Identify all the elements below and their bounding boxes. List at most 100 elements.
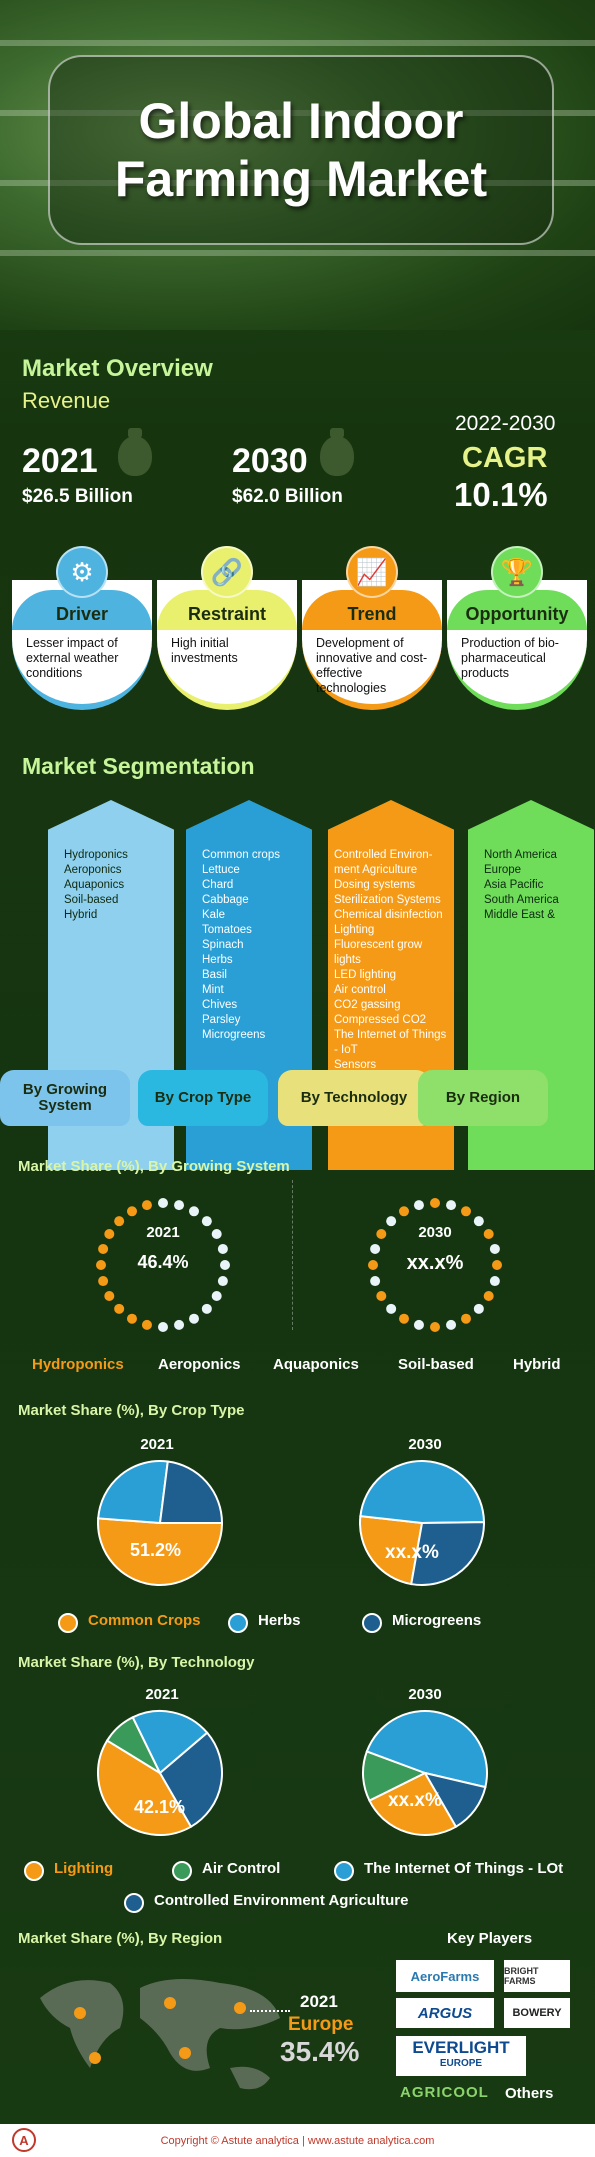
ring-dot: [370, 1243, 381, 1254]
pie-slice: [410, 1521, 485, 1586]
ring-dot: [158, 1322, 168, 1332]
legend-swatch: [172, 1861, 192, 1881]
segment-item: Sensors: [334, 1059, 377, 1071]
ring-dot: [211, 1291, 222, 1301]
revenue-2030: $62.0 Billion: [232, 486, 343, 507]
dynamic-text: High initial investments: [171, 636, 238, 665]
ring-dot-highlight: [98, 1276, 109, 1287]
trophy-icon: 🏆: [491, 546, 543, 598]
pie-slice: [97, 1517, 224, 1586]
footer-text: Copyright © Astute analytica | www.astut…: [160, 2134, 435, 2147]
segment-item: Dosing systems: [334, 879, 416, 891]
money-bag-icon: [118, 428, 152, 476]
segment-item: Cabbage: [202, 894, 249, 906]
segment-item: South America: [484, 894, 559, 906]
growing-year-2021: 2021: [146, 1224, 180, 1241]
ring-dot: [446, 1319, 457, 1330]
segment-list: Hydroponics Aeroponics Aquaponics Soil-base…: [64, 848, 128, 923]
ring-dot: [217, 1243, 228, 1254]
tech-heading: Market Share (%), By Technology: [18, 1654, 255, 1671]
ring-dot-highlight: [141, 1200, 152, 1211]
brightfarms-logo: BRIGHT FARMS: [504, 1960, 570, 1992]
segment-item: North America: [484, 849, 557, 861]
legend-label: The Internet Of Things - LOt: [364, 1860, 564, 1877]
region-value: 35.4%: [280, 2036, 360, 2067]
ring-dot: [413, 1319, 424, 1330]
overview-heading: Market Overview: [22, 355, 213, 382]
ring-dot-highlight: [483, 1229, 494, 1239]
ring-dot-highlight: [114, 1303, 125, 1314]
revenue-label: Revenue: [22, 388, 111, 413]
region-name: Europe: [288, 2014, 354, 2035]
legend-label: Air Control: [202, 1860, 281, 1877]
pie-slice: [365, 1710, 488, 1789]
ring-dot-highlight: [114, 1216, 125, 1227]
segment-list: Common crops Lettuce Chard Cabbage Kale Tomat…: [202, 848, 280, 1043]
growing-value-2021: 46.4%: [137, 1252, 189, 1272]
crop-2030-pie: [359, 1460, 486, 1586]
tech-value-2021: 42.1%: [134, 1797, 186, 1817]
growing-2030-donut: [368, 1198, 502, 1332]
pie-slice: [158, 1460, 224, 1524]
segment-item: Aquaponics: [64, 879, 125, 891]
segment-list: North America Europe Asia Pacific South Ame…: [484, 848, 559, 923]
legend-label: Aeroponics: [158, 1356, 241, 1373]
segment-item: Spinach: [202, 939, 244, 951]
legend-swatch: [362, 1613, 382, 1633]
ring-dot: [413, 1200, 424, 1211]
crop-year-2021: 2021: [140, 1436, 174, 1453]
growing-heading: Market Share (%), By Growing System: [18, 1158, 290, 1175]
pie-slice: [368, 1771, 458, 1836]
ring-dot: [446, 1200, 457, 1211]
key-players-heading: Key Players: [447, 1930, 533, 1947]
dynamic-text: Lesser impact of external weather condit…: [26, 636, 119, 680]
segment-tab[interactable]: By Growing System: [0, 1070, 130, 1126]
ring-dot: [220, 1260, 230, 1270]
segment-item: Soil-based: [64, 894, 119, 906]
crop-value-2030: xx.x%: [385, 1542, 439, 1563]
dynamic-text: Production of bio-pharmaceutical product…: [461, 636, 559, 680]
legend-label: Lighting: [54, 1860, 114, 1877]
agricool-logo: AGRICOOL: [400, 2084, 489, 2101]
growing-year-2030: 2030: [418, 1224, 452, 1241]
dynamic-label: Restraint: [157, 590, 297, 630]
title-box: Global Indoor Farming Market: [48, 55, 554, 245]
segment-item: lights: [334, 954, 361, 966]
tech-value-2030: xx.x%: [388, 1790, 442, 1811]
dynamic-text: Development of innovative and cost-effec…: [316, 636, 428, 695]
ring-dot: [217, 1276, 228, 1287]
year-2030: 2030: [232, 442, 308, 480]
year-2021: 2021: [22, 442, 98, 480]
crop-2021-pie: [97, 1460, 224, 1586]
ring-dot: [201, 1216, 212, 1227]
segment-item: Middle East &: [484, 909, 555, 921]
legend-label: Soil-based: [398, 1356, 474, 1373]
segment-tab[interactable]: By Crop Type: [138, 1070, 268, 1126]
ring-dot-highlight: [96, 1260, 106, 1270]
segment-item: LED lighting: [334, 969, 397, 981]
ring-dot-highlight: [376, 1229, 387, 1239]
aerofarms-logo: AeroFarms: [396, 1960, 494, 1992]
segment-item: Europe: [484, 864, 522, 876]
segment-tab[interactable]: By Technology: [278, 1070, 430, 1126]
segment-item: CO2 gassing: [334, 999, 401, 1011]
ring-dot: [386, 1216, 397, 1227]
segment-tab[interactable]: By Region: [418, 1070, 548, 1126]
bowery-logo: BOWERY: [504, 1998, 570, 2028]
ring-dot: [489, 1243, 500, 1254]
legend-swatch: [24, 1861, 44, 1881]
ring-dot: [174, 1200, 185, 1211]
segment-item: Controlled Environ-: [334, 849, 433, 861]
ring-dot-highlight: [376, 1291, 387, 1301]
pie-slice: [422, 1771, 487, 1829]
segment-item: Tomatoes: [202, 924, 252, 936]
growth-chart-icon: 📈: [346, 546, 398, 598]
world-map: [40, 1979, 280, 2090]
legend-label: Controlled Environment Agriculture: [154, 1892, 409, 1909]
crop-heading: Market Share (%), By Crop Type: [18, 1402, 245, 1419]
segment-item: Compressed CO2: [334, 1014, 427, 1026]
crop-value-2021: 51.2%: [130, 1540, 182, 1560]
legend-swatch: [58, 1613, 78, 1633]
cagr-value: 10.1%: [454, 476, 548, 513]
everlight-logo: EVERLIGHT EUROPE: [396, 2036, 526, 2076]
